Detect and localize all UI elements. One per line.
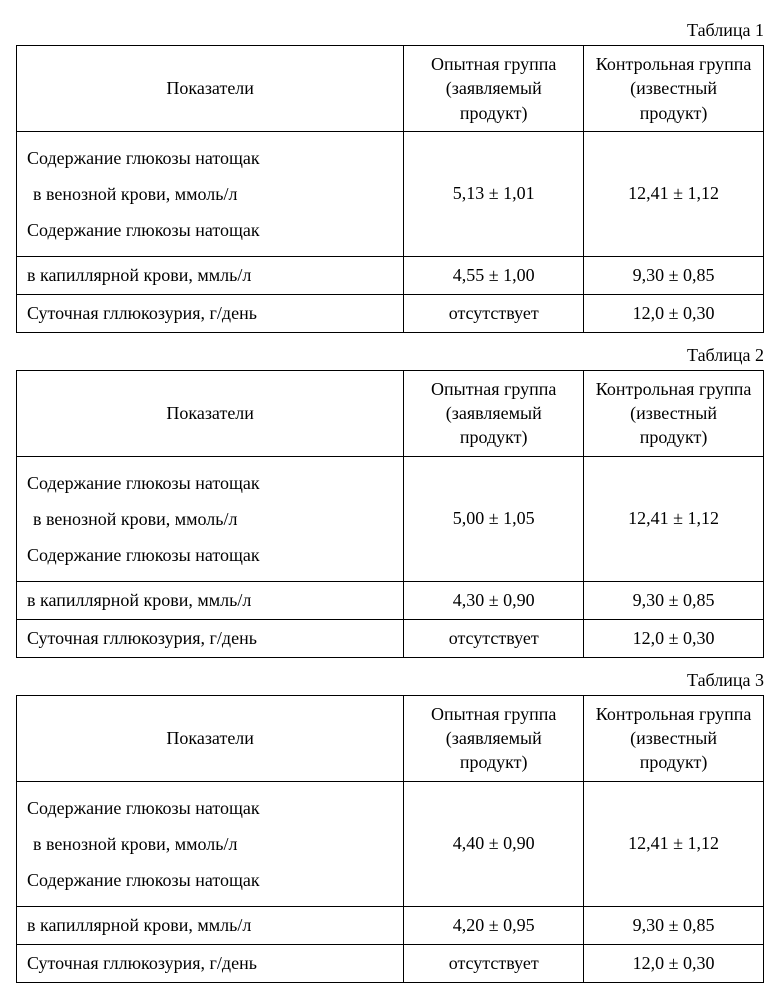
- header-indicator: Показатели: [17, 695, 404, 781]
- value-control: 12,41 ± 1,12: [584, 456, 764, 581]
- indicator-text: в венозной крови, ммоль/л: [27, 501, 393, 537]
- table-row: Содержание глюкозы натощак в венозной кр…: [17, 781, 764, 906]
- table-caption-2: Таблица 2: [16, 345, 764, 366]
- indicator-text: Содержание глюкозы натощак: [27, 465, 393, 501]
- indicator-cell: Содержание глюкозы натощак в венозной кр…: [17, 456, 404, 581]
- indicator-cell: в капиллярной крови, ммль/л: [17, 256, 404, 294]
- value-control: 12,41 ± 1,12: [584, 781, 764, 906]
- indicator-cell: Содержание глюкозы натощак в венозной кр…: [17, 781, 404, 906]
- indicator-cell: Суточная гллюкозурия, г/день: [17, 944, 404, 982]
- table-row: в капиллярной крови, ммль/л 4,55 ± 1,00 …: [17, 256, 764, 294]
- table-row: Суточная гллюкозурия, г/день отсутствует…: [17, 944, 764, 982]
- value-experimental: 5,00 ± 1,05: [404, 456, 584, 581]
- value-control: 9,30 ± 0,85: [584, 256, 764, 294]
- header-experimental: Опытная группа (заявляемый продукт): [404, 46, 584, 132]
- value-control: 12,0 ± 0,30: [584, 619, 764, 657]
- header-indicator: Показатели: [17, 46, 404, 132]
- indicator-text: Содержание глюкозы натощак: [27, 140, 393, 176]
- table-caption-3: Таблица 3: [16, 670, 764, 691]
- indicator-cell: Суточная гллюкозурия, г/день: [17, 619, 404, 657]
- header-experimental: Опытная группа (заявляемый продукт): [404, 370, 584, 456]
- table-caption-1: Таблица 1: [16, 20, 764, 41]
- value-experimental: 4,40 ± 0,90: [404, 781, 584, 906]
- value-control: 12,0 ± 0,30: [584, 294, 764, 332]
- table-row: Содержание глюкозы натощак в венозной кр…: [17, 131, 764, 256]
- indicator-cell: в капиллярной крови, ммль/л: [17, 581, 404, 619]
- indicator-text: Содержание глюкозы натощак: [27, 790, 393, 826]
- indicator-text: в венозной крови, ммоль/л: [27, 176, 393, 212]
- header-indicator: Показатели: [17, 370, 404, 456]
- table-row: Содержание глюкозы натощак в венозной кр…: [17, 456, 764, 581]
- value-experimental: 4,55 ± 1,00: [404, 256, 584, 294]
- value-control: 9,30 ± 0,85: [584, 581, 764, 619]
- data-table-1: Показатели Опытная группа (заявляемый пр…: [16, 45, 764, 333]
- indicator-text: Содержание глюкозы натощак: [27, 537, 393, 573]
- indicator-text: Содержание глюкозы натощак: [27, 862, 393, 898]
- value-experimental: отсутствует: [404, 619, 584, 657]
- indicator-text: Содержание глюкозы натощак: [27, 212, 393, 248]
- data-table-2: Показатели Опытная группа (заявляемый пр…: [16, 370, 764, 658]
- indicator-text: в венозной крови, ммоль/л: [27, 826, 393, 862]
- table-row: в капиллярной крови, ммль/л 4,30 ± 0,90 …: [17, 581, 764, 619]
- value-experimental: отсутствует: [404, 294, 584, 332]
- value-experimental: отсутствует: [404, 944, 584, 982]
- indicator-cell: Суточная гллюкозурия, г/день: [17, 294, 404, 332]
- indicator-cell: Содержание глюкозы натощак в венозной кр…: [17, 131, 404, 256]
- value-experimental: 4,30 ± 0,90: [404, 581, 584, 619]
- data-table-3: Показатели Опытная группа (заявляемый пр…: [16, 695, 764, 983]
- value-experimental: 5,13 ± 1,01: [404, 131, 584, 256]
- header-control: Контрольная группа (известный продукт): [584, 370, 764, 456]
- value-control: 12,41 ± 1,12: [584, 131, 764, 256]
- value-control: 12,0 ± 0,30: [584, 944, 764, 982]
- header-control: Контрольная группа (известный продукт): [584, 46, 764, 132]
- table-row: Суточная гллюкозурия, г/день отсутствует…: [17, 619, 764, 657]
- header-experimental: Опытная группа (заявляемый продукт): [404, 695, 584, 781]
- table-row: Суточная гллюкозурия, г/день отсутствует…: [17, 294, 764, 332]
- header-control: Контрольная группа (известный продукт): [584, 695, 764, 781]
